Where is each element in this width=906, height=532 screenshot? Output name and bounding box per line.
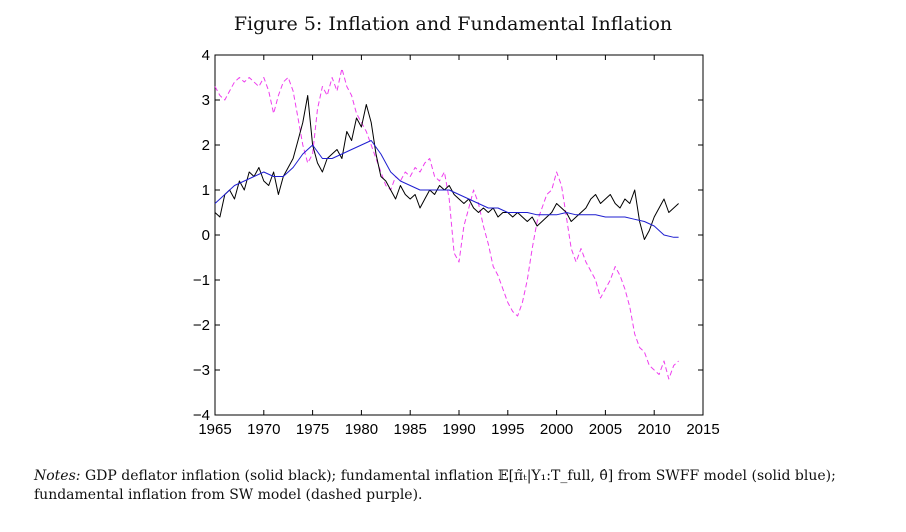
x-tick-label: 2010 bbox=[638, 421, 671, 438]
notes-lead: Notes: bbox=[34, 468, 81, 484]
x-tick-label: 1985 bbox=[394, 421, 427, 438]
x-tick-label: 1975 bbox=[296, 421, 329, 438]
x-tick-label: 2000 bbox=[540, 421, 573, 438]
series-swff-fundamental-line bbox=[214, 140, 679, 238]
y-tick-label: −3 bbox=[193, 362, 210, 379]
notes-text-part2: from SWFF model (solid blue); fundamenta… bbox=[34, 468, 836, 503]
figure-title: Figure 5: Inflation and Fundamental Infl… bbox=[233, 13, 673, 35]
x-tick-label: 1970 bbox=[247, 421, 280, 438]
y-tick-label: −2 bbox=[193, 317, 210, 334]
x-tick-label: 2005 bbox=[589, 421, 622, 438]
series-layer bbox=[214, 68, 679, 380]
notes-text-part1: GDP deflator inflation (solid black); fu… bbox=[84, 468, 494, 484]
y-tick-label: −1 bbox=[193, 272, 210, 289]
plot-area bbox=[214, 54, 704, 416]
x-tick-label: 1990 bbox=[442, 421, 475, 438]
y-axis-ticks: −4 −3 −2 −1 0 1 2 3 4 bbox=[193, 47, 703, 424]
x-tick-label: 2015 bbox=[686, 421, 719, 438]
x-tick-label: 1995 bbox=[491, 421, 524, 438]
series-sw-fundamental-line bbox=[214, 68, 679, 380]
notes-math-expression: 𝔼[π̃ₜ|Y₁:T_full, θ̂] bbox=[497, 468, 614, 484]
x-axis-ticks: 1965 1970 1975 1980 1985 1990 1995 2000 2005 2010… bbox=[198, 55, 720, 438]
y-tick-label: 1 bbox=[202, 182, 210, 199]
y-tick-label: 4 bbox=[202, 47, 210, 64]
y-tick-label: 3 bbox=[202, 92, 210, 109]
x-tick-label: 1965 bbox=[198, 421, 231, 438]
y-tick-label: 0 bbox=[202, 227, 210, 244]
inflation-line-chart: 1965 1970 1975 1980 1985 1990 1995 2000 2005 2010… bbox=[193, 47, 720, 438]
y-tick-label: 2 bbox=[202, 137, 210, 154]
figure-notes: Notes: GDP deflator inflation (solid bla… bbox=[34, 467, 884, 505]
series-gdp-deflator-line bbox=[214, 95, 679, 240]
x-tick-label: 1980 bbox=[345, 421, 378, 438]
y-tick-label: −4 bbox=[193, 407, 210, 424]
